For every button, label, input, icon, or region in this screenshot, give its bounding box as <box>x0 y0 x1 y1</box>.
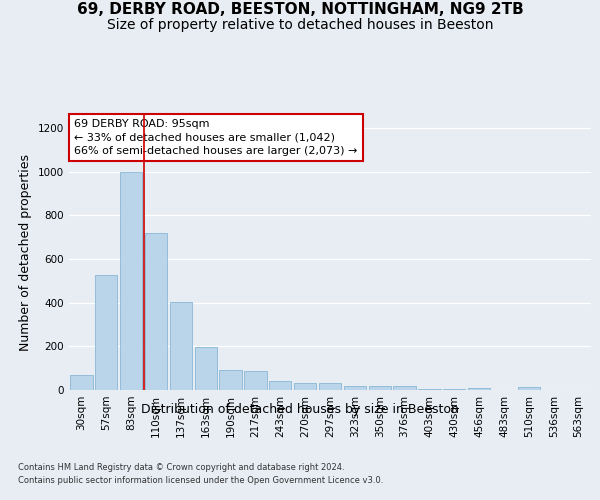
Bar <box>269 381 292 390</box>
Bar <box>170 302 192 390</box>
Bar <box>294 383 316 390</box>
Bar <box>468 388 490 390</box>
Text: Size of property relative to detached houses in Beeston: Size of property relative to detached ho… <box>107 18 493 32</box>
Y-axis label: Number of detached properties: Number of detached properties <box>19 154 32 351</box>
Bar <box>319 383 341 390</box>
Text: 69 DERBY ROAD: 95sqm
← 33% of detached houses are smaller (1,042)
66% of semi-de: 69 DERBY ROAD: 95sqm ← 33% of detached h… <box>74 119 358 156</box>
Bar <box>194 347 217 390</box>
Bar <box>518 388 540 390</box>
Bar <box>344 386 366 390</box>
Text: Contains public sector information licensed under the Open Government Licence v3: Contains public sector information licen… <box>18 476 383 485</box>
Text: Distribution of detached houses by size in Beeston: Distribution of detached houses by size … <box>141 402 459 415</box>
Bar <box>368 386 391 390</box>
Text: 69, DERBY ROAD, BEESTON, NOTTINGHAM, NG9 2TB: 69, DERBY ROAD, BEESTON, NOTTINGHAM, NG9… <box>77 2 523 18</box>
Bar <box>70 374 92 390</box>
Bar <box>220 370 242 390</box>
Bar <box>95 276 118 390</box>
Bar <box>394 386 416 390</box>
Bar <box>244 371 266 390</box>
Text: Contains HM Land Registry data © Crown copyright and database right 2024.: Contains HM Land Registry data © Crown c… <box>18 462 344 471</box>
Bar <box>120 172 142 390</box>
Bar <box>145 233 167 390</box>
